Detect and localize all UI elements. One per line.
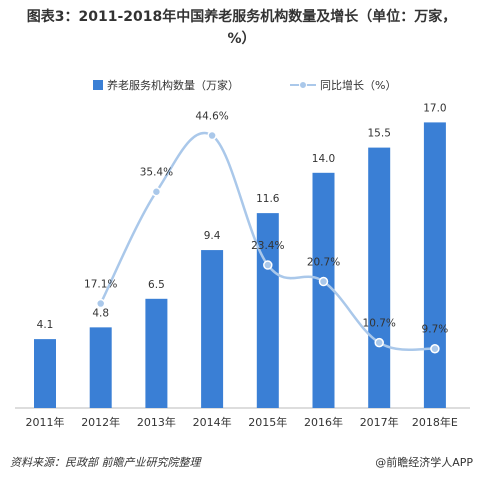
line-value-label: 10.7% — [363, 318, 396, 330]
bar — [256, 213, 279, 408]
credit: @前瞻经济学人APP — [375, 455, 473, 469]
bar-value-label: 14.0 — [312, 153, 335, 165]
bar — [312, 172, 335, 408]
x-tick-label: 2015年 — [248, 415, 287, 429]
x-tick-label: 2014年 — [193, 415, 232, 429]
chart-title: 图表3：2011-2018年中国养老服务机构数量及增长（单位：万家，%） — [26, 9, 457, 47]
x-tick-label: 2012年 — [81, 415, 120, 429]
bar-value-label: 6.5 — [148, 279, 165, 291]
bar — [89, 327, 112, 408]
line-marker — [151, 186, 162, 197]
x-tick-label: 2017年 — [360, 415, 399, 429]
line-marker — [207, 130, 217, 141]
bar — [423, 122, 446, 409]
line-marker — [430, 343, 440, 354]
x-tick-label: 2018年E — [412, 415, 458, 429]
line-marker — [374, 337, 384, 348]
line-value-label: 20.7% — [307, 257, 340, 269]
line-value-label: 9.7% — [422, 324, 449, 336]
bar — [368, 147, 391, 408]
bar — [201, 250, 224, 408]
x-tick-label: 2016年 — [304, 415, 343, 429]
bar-value-label: 9.4 — [204, 230, 221, 242]
bar-value-label: 4.1 — [37, 319, 54, 331]
line-value-label: 23.4% — [251, 240, 284, 252]
bar — [34, 339, 56, 408]
legend-label: 养老服务机构数量（万家） — [107, 78, 239, 92]
legend-swatch — [299, 81, 307, 89]
bar-value-label: 15.5 — [368, 128, 391, 140]
line-value-label: 44.6% — [195, 111, 228, 123]
bar-value-label: 11.6 — [256, 193, 280, 205]
legend-swatch — [93, 80, 103, 90]
x-tick-label: 2011年 — [26, 415, 65, 429]
line-value-label: 17.1% — [84, 279, 117, 291]
line-marker — [263, 260, 273, 270]
x-tick-label: 2013年 — [137, 415, 176, 429]
legend-label: 同比增长（%） — [320, 78, 396, 92]
bar — [145, 298, 168, 408]
line-marker — [318, 276, 329, 287]
bar-value-label: 4.8 — [92, 307, 109, 319]
bar-value-label: 17.0 — [423, 102, 446, 114]
source: 资料来源：民政部 前瞻产业研究院整理 — [10, 456, 202, 469]
line-value-label: 35.4% — [140, 167, 173, 179]
line-marker — [95, 298, 106, 309]
